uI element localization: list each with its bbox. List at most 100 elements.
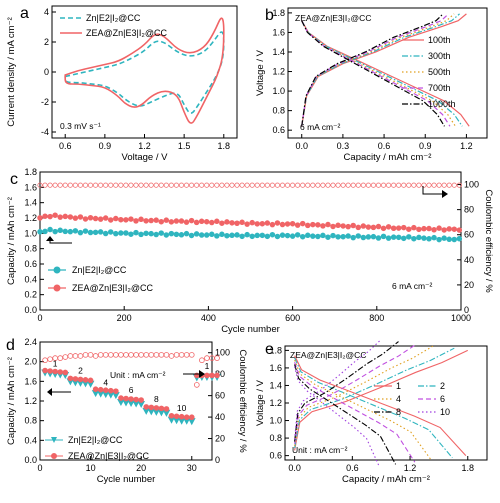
rate-label: 6 [129, 385, 134, 395]
y-axis-label: Voltage / V [255, 379, 266, 426]
y-tick-label: 1.4 [272, 47, 285, 57]
data-point [365, 234, 372, 240]
data-point [370, 182, 376, 188]
y2-tick-label: 20 [215, 434, 225, 444]
data-point [97, 216, 104, 222]
data-point [426, 182, 432, 188]
data-point [209, 182, 215, 188]
y-tick-label: 1.2 [24, 396, 37, 406]
y-tick-label: 4 [44, 7, 49, 17]
data-point [57, 369, 64, 375]
x-tick-label: 0 [37, 463, 42, 473]
data-point [264, 182, 270, 188]
data-point [92, 353, 99, 359]
data-point [391, 182, 397, 188]
data-point [57, 355, 64, 361]
data-point [113, 215, 119, 222]
data-point [123, 230, 129, 236]
data-point [62, 213, 69, 220]
data-point [426, 225, 432, 232]
data-point [87, 215, 94, 221]
data-point [360, 234, 367, 241]
data-point [330, 223, 336, 230]
y2-tick-label: 80 [464, 205, 474, 215]
legend-label: Zn|E2|I₂@CC [68, 435, 123, 445]
data-point [325, 234, 331, 240]
data-point [421, 182, 427, 188]
data-point [234, 220, 240, 227]
data-point [279, 232, 286, 238]
data-point [188, 352, 195, 358]
data-point [62, 182, 68, 188]
data-point [173, 413, 180, 420]
legend-label: ZEA@Zn|E3|I₂@CC [86, 28, 167, 38]
y-tick-label: 1.6 [269, 363, 282, 373]
data-point [87, 352, 94, 358]
data-point [214, 355, 220, 361]
data-point [274, 182, 280, 188]
arrow-head [46, 236, 54, 241]
data-point [375, 235, 382, 241]
y-tick-label: 0.8 [24, 416, 37, 426]
data-point [183, 352, 190, 358]
data-point [163, 217, 170, 223]
panel-a: 0.6 0.9 1.2 1.5 1.8 -4 -2 0 2 4 Voltage / V Current… [6, 5, 238, 163]
data-point [446, 236, 452, 243]
data-point [406, 234, 412, 240]
x-tick-label: 800 [369, 313, 384, 323]
data-point [239, 182, 245, 188]
data-point [163, 182, 169, 188]
data-point [37, 229, 43, 235]
series-line-4-0 [294, 341, 399, 442]
y-tick-label: 0.6 [272, 125, 285, 135]
data-point [128, 352, 134, 358]
data-point [380, 233, 387, 240]
series-line-4-1 [301, 20, 445, 127]
data-point [133, 182, 139, 188]
data-point [385, 224, 392, 230]
data-point [62, 354, 69, 360]
data-point [188, 414, 195, 421]
data-point [335, 234, 341, 240]
data-point [193, 219, 200, 226]
legend-marker [51, 437, 57, 443]
data-point [82, 216, 89, 222]
arrow-head [442, 190, 448, 198]
data-point [274, 233, 281, 240]
data-point [47, 368, 53, 374]
data-point [300, 182, 306, 188]
axis-arrow-right [422, 186, 446, 195]
data-point [229, 232, 235, 239]
data-point [290, 182, 296, 188]
data-point [390, 225, 397, 231]
y-tick-label: 0.4 [24, 274, 37, 284]
plot-frame [39, 171, 462, 311]
series-line-0 [64, 31, 225, 114]
y-tick-label: 1.6 [24, 376, 37, 386]
legend-marker [51, 453, 57, 459]
data-point [244, 182, 250, 188]
y-tick-label: 0.8 [269, 433, 282, 443]
data-point [350, 222, 356, 229]
data-point [67, 182, 73, 188]
data-point [118, 182, 124, 188]
arrow-head [199, 370, 205, 378]
y-tick-label: 0.0 [24, 455, 37, 465]
data-point [87, 182, 94, 188]
data-point [456, 235, 463, 242]
data-point [189, 182, 195, 188]
data-point [214, 233, 220, 239]
data-point [224, 219, 230, 225]
panel-letter: b [265, 7, 274, 24]
data-point [400, 235, 407, 242]
y-tick-label: 1.6 [272, 27, 285, 37]
x-tick-label: 0.6 [346, 463, 359, 473]
data-point [203, 232, 210, 238]
data-point [168, 353, 175, 359]
data-point [209, 372, 215, 379]
series-line-3-0 [294, 343, 418, 444]
y-tick-label: -4 [41, 127, 49, 137]
series-line-5-1 [294, 366, 380, 467]
data-point [52, 228, 58, 235]
data-point [395, 225, 402, 231]
